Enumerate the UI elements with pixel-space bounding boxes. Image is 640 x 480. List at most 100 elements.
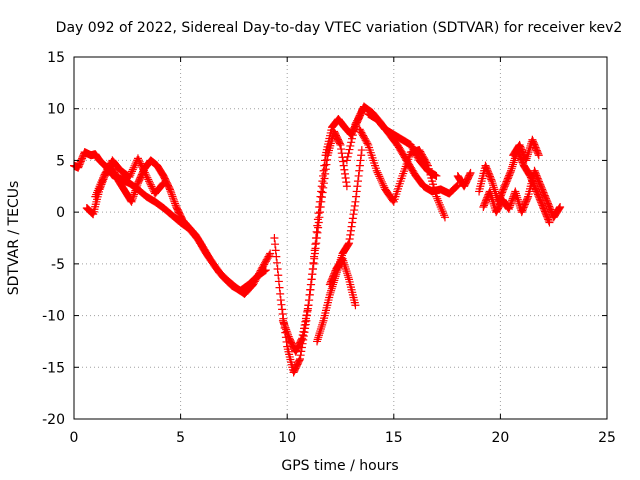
data-point: [534, 151, 543, 160]
data-point: [373, 168, 382, 177]
data-point: [279, 318, 288, 327]
data-point: [506, 199, 515, 208]
data-point: [130, 188, 139, 197]
data-point: [308, 265, 317, 274]
data-point: [135, 157, 144, 166]
data-point: [283, 329, 292, 338]
data-point: [128, 165, 137, 174]
data-point: [452, 182, 461, 191]
data-point: [350, 123, 359, 132]
data-point: [347, 138, 356, 147]
data-point: [278, 316, 287, 325]
data-point: [307, 275, 316, 284]
data-point: [348, 131, 357, 140]
data-point: [306, 285, 315, 294]
data-point: [280, 320, 289, 329]
data-point: [363, 139, 372, 148]
data-point: [344, 149, 353, 158]
data-point: [377, 177, 386, 186]
data-point: [342, 156, 351, 165]
data-point: [278, 310, 287, 319]
data-point: [352, 118, 361, 127]
x-tick-label: 5: [176, 430, 185, 446]
data-point: [300, 321, 309, 330]
data-point: [310, 249, 319, 258]
data-point: [339, 161, 348, 170]
data-point: [137, 161, 146, 170]
plot-frame: [73, 56, 608, 420]
data-point: [345, 239, 354, 248]
data-point: [316, 208, 325, 217]
data-point: [323, 155, 332, 164]
data-point: [272, 252, 281, 261]
y-tick-label: -20: [42, 412, 65, 428]
data-point: [350, 206, 359, 215]
data-point: [342, 182, 351, 191]
data-point: [465, 170, 474, 179]
data-point: [303, 304, 312, 313]
data-point: [167, 190, 176, 199]
data-point: [141, 170, 150, 179]
data-point: [312, 234, 321, 242]
data-point: [345, 145, 354, 154]
data-point: [346, 141, 355, 150]
data-point: [276, 296, 285, 305]
data-point: [139, 164, 148, 173]
data-point: [320, 174, 329, 183]
data-point: [317, 197, 326, 206]
data-point: [129, 192, 138, 201]
data-point: [311, 244, 320, 253]
data-point: [275, 283, 284, 292]
data-point: [148, 184, 157, 193]
data-point: [507, 198, 516, 207]
series-track-n: [509, 135, 543, 165]
data-point: [353, 114, 362, 123]
data-point: [133, 181, 142, 190]
y-tick-label: -5: [51, 257, 65, 273]
data-point: [166, 187, 175, 196]
data-point: [88, 209, 97, 218]
data-point: [346, 230, 355, 239]
data-point: [335, 139, 344, 148]
data-point: [350, 201, 359, 210]
data-point: [342, 178, 351, 187]
data-point: [353, 182, 362, 191]
data-point: [127, 197, 136, 206]
data-point: [336, 140, 345, 149]
data-point: [352, 187, 361, 196]
data-point: [506, 201, 515, 210]
chart-title: Day 092 of 2022, Sidereal Day-to-day VTE…: [56, 20, 623, 36]
data-point: [171, 199, 180, 208]
data-point: [378, 179, 387, 188]
data-point: [347, 222, 356, 231]
data-point: [348, 218, 357, 227]
data-point: [134, 156, 143, 165]
data-point: [315, 213, 324, 222]
data-point: [271, 240, 280, 249]
data-point: [309, 259, 318, 268]
data-point: [357, 151, 366, 160]
data-point: [305, 290, 314, 299]
x-tick-label: 15: [385, 430, 403, 446]
data-point: [168, 192, 177, 201]
y-tick-label: 15: [47, 50, 65, 66]
data-point: [133, 154, 142, 163]
data-point: [356, 109, 365, 118]
series-track-m: [479, 166, 565, 222]
data-point: [351, 301, 360, 310]
data-point: [273, 265, 282, 274]
data-point: [128, 194, 137, 203]
data-point: [300, 324, 309, 333]
data-point: [145, 177, 154, 186]
data-point: [466, 168, 475, 177]
data-point: [506, 168, 515, 177]
data-point: [284, 330, 293, 339]
data-point: [132, 184, 141, 193]
data-point: [165, 185, 174, 194]
data-point: [353, 177, 362, 186]
data-point: [351, 120, 360, 129]
y-tick-label: -15: [42, 360, 65, 376]
data-point: [354, 171, 363, 180]
data-point: [147, 182, 156, 191]
data-point: [299, 327, 308, 336]
